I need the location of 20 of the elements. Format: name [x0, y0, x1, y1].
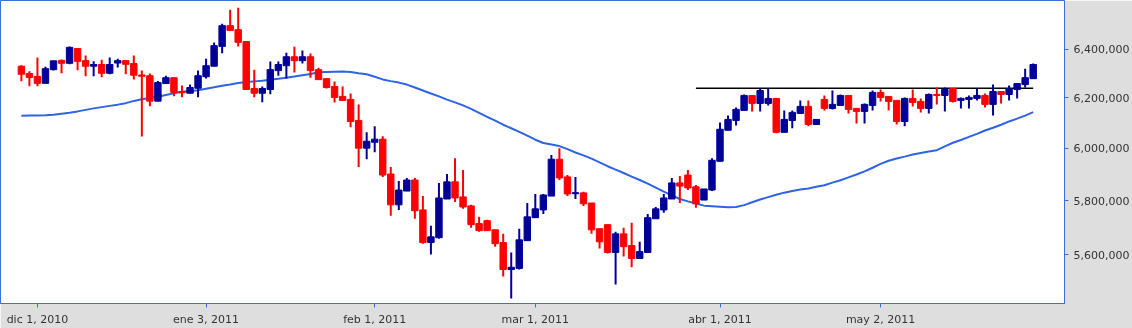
- candlestick: [290, 45, 299, 74]
- candlestick: [941, 86, 949, 113]
- x-tick-label: dic 1, 2010: [6, 312, 69, 326]
- x-tick-label: may 2, 2011: [845, 312, 916, 326]
- x-tick-label: ene 3, 2011: [173, 312, 240, 326]
- x-tick-label: feb 1, 2011: [343, 312, 407, 326]
- candlestick: [611, 230, 620, 286]
- candlestick: [571, 175, 580, 200]
- y-tick-label: 6,000,000: [1073, 142, 1130, 156]
- candlestick: [900, 96, 909, 128]
- y-tick-label: 5,600,000: [1073, 248, 1130, 262]
- candlestick: [989, 83, 997, 117]
- x-tick-label: abr 1, 2011: [688, 312, 752, 326]
- y-tick-label: 5,800,000: [1073, 194, 1130, 208]
- line-series: [20, 70, 1035, 209]
- y-tick-label: 6,200,000: [1073, 91, 1130, 105]
- candlestick: [925, 92, 933, 115]
- y-tick-label: 6,400,000: [1073, 43, 1130, 57]
- candlestick: [804, 99, 813, 128]
- x-tick-label: mar 1, 2011: [501, 312, 570, 326]
